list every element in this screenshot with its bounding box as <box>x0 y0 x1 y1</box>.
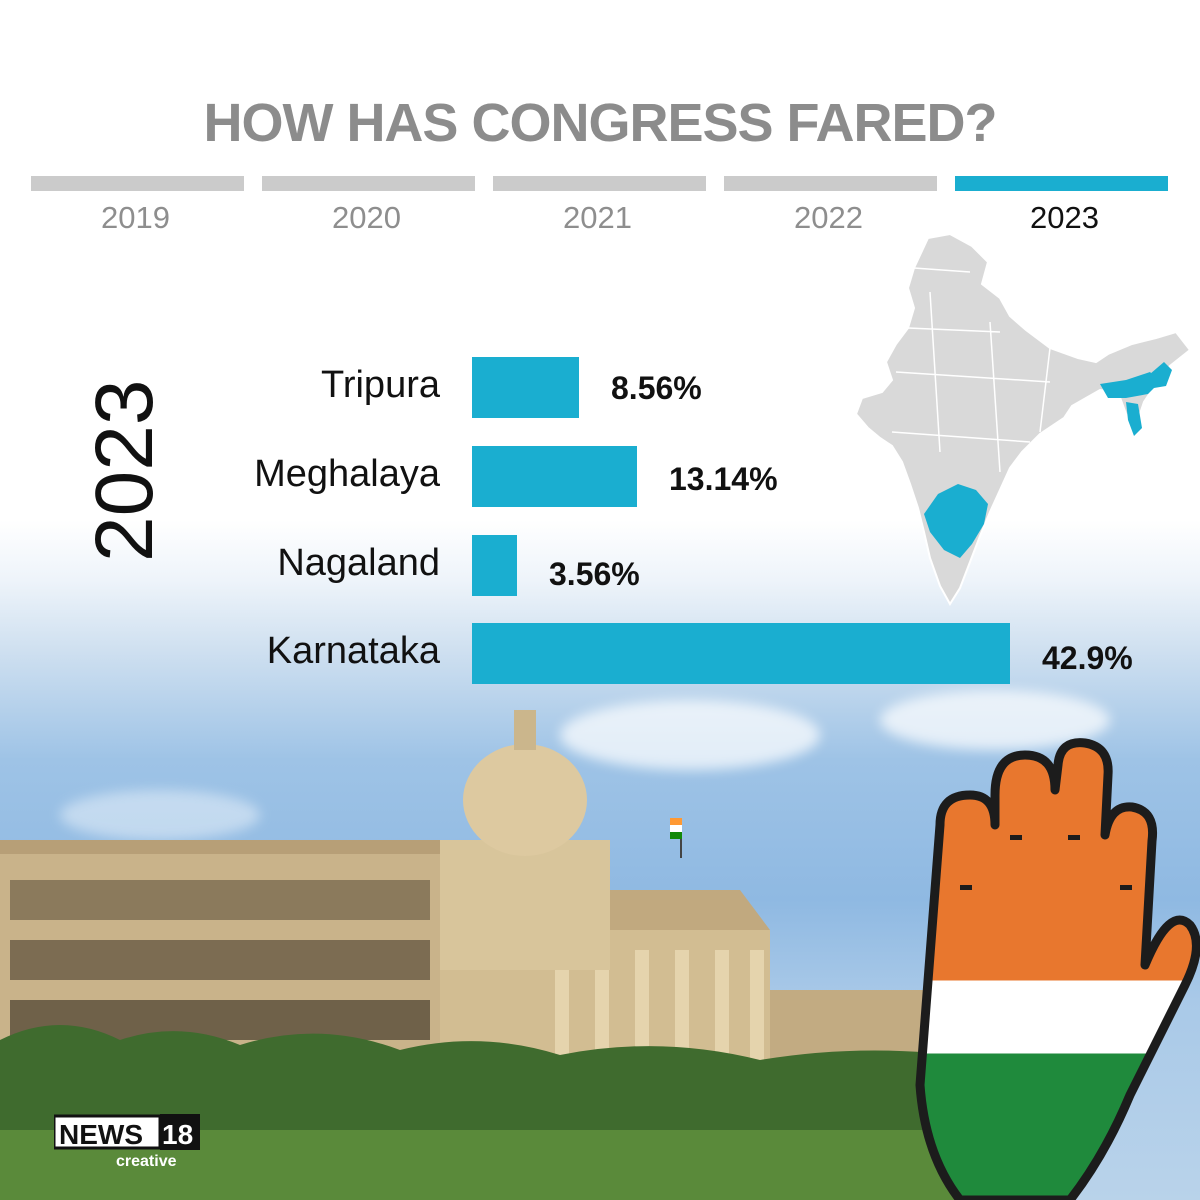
congress-hand-symbol-icon <box>915 738 1200 1200</box>
timeline-year-2020[interactable]: 2020 <box>332 200 401 235</box>
tripura-highlight <box>1126 402 1142 436</box>
left-wing-arches <box>10 880 430 1040</box>
cloud <box>560 700 820 770</box>
timeline-bar-2022[interactable] <box>724 176 937 191</box>
central-dome <box>463 744 587 856</box>
timeline-year-2022[interactable]: 2022 <box>794 200 863 235</box>
nagaland-highlight <box>1150 362 1172 388</box>
left-wing-cornice <box>0 840 440 854</box>
side-year-label: 2023 <box>79 380 170 562</box>
category-label-karnataka: Karnataka <box>266 630 440 672</box>
value-label-tripura: 8.56% <box>611 370 702 406</box>
value-label-meghalaya: 13.14% <box>669 461 778 497</box>
value-label-nagaland: 3.56% <box>549 556 640 592</box>
svg-text:NEWS: NEWS <box>59 1119 143 1150</box>
karnataka-highlight <box>924 484 988 558</box>
hand-outline <box>915 738 1200 1200</box>
bar-karnataka <box>472 623 1010 684</box>
news18-logo: NEWS 18 creative <box>54 1114 200 1170</box>
category-label-tripura: Tripura <box>321 364 440 406</box>
timeline-year-2021[interactable]: 2021 <box>563 200 632 235</box>
bar-tripura <box>472 357 579 418</box>
page-title: HOW HAS CONGRESS FARED? <box>203 93 997 153</box>
state-borders <box>891 267 1051 473</box>
value-label-karnataka: 42.9% <box>1042 640 1133 676</box>
side-year-text: 2023 <box>79 380 170 562</box>
svg-text:18: 18 <box>162 1119 193 1150</box>
svg-text:creative: creative <box>116 1153 177 1170</box>
timeline-year-2023[interactable]: 2023 <box>1030 200 1099 235</box>
finger-creases <box>960 835 1132 890</box>
category-label-nagaland: Nagaland <box>277 542 440 584</box>
category-label-meghalaya: Meghalaya <box>254 453 440 495</box>
timeline-bar-2019[interactable] <box>31 176 244 191</box>
timeline-year-2019[interactable]: 2019 <box>101 200 170 235</box>
india-map-icon <box>854 232 1192 606</box>
dome-spire <box>514 710 536 750</box>
timeline-bar-2021[interactable] <box>493 176 706 191</box>
northeast-highlight <box>1100 372 1160 398</box>
timeline-bar-2023[interactable] <box>955 176 1168 191</box>
central-tower <box>440 840 610 970</box>
timeline-bar-2020[interactable] <box>262 176 475 191</box>
cloud <box>60 790 260 840</box>
bar-meghalaya <box>472 446 637 507</box>
bar-nagaland <box>472 535 517 596</box>
